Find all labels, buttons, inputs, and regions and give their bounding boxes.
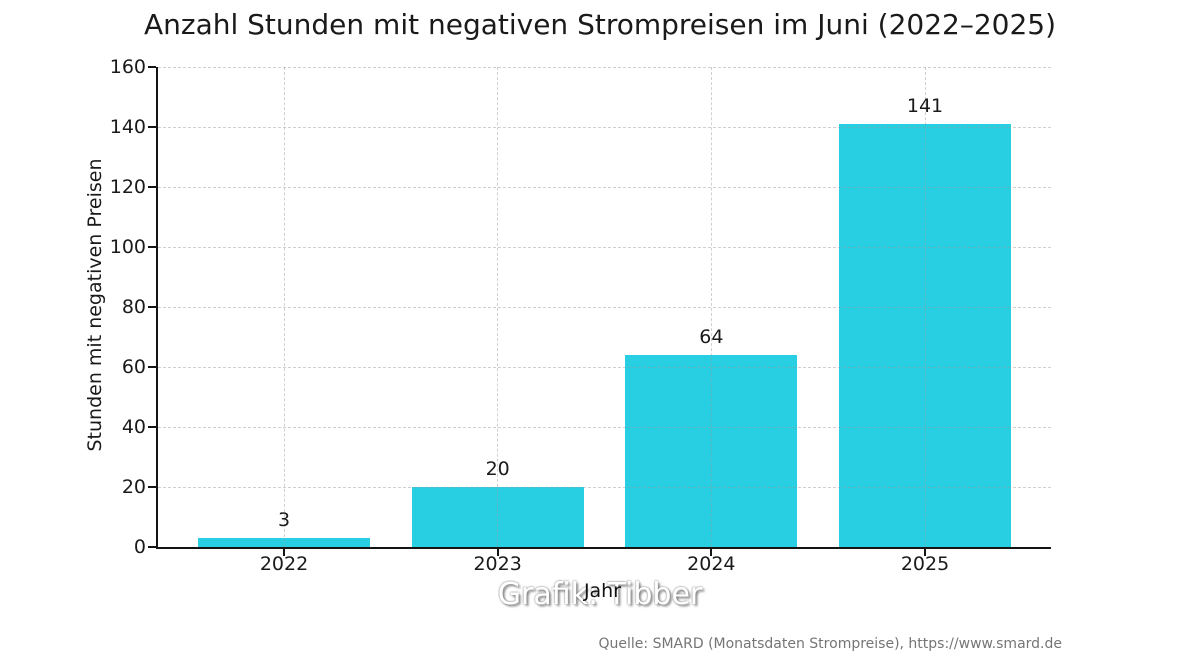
y-tick-mark [148,426,156,428]
watermark: Grafik: Tibber [497,577,703,612]
y-tick-label: 60 [121,356,146,378]
y-tick-label: 40 [121,416,146,438]
gridline-vertical [283,67,285,547]
x-tick-mark [496,549,499,556]
y-tick-label: 80 [121,296,146,318]
gridline-vertical [497,67,499,547]
gridline-vertical [924,67,926,547]
gridline-horizontal [158,66,1051,68]
gridline-horizontal [158,186,1051,188]
gridline-vertical [710,67,712,547]
y-tick-label: 0 [133,536,146,558]
y-tick-mark [148,486,156,488]
x-axis-label: Jahr [583,580,622,602]
gridline-horizontal [158,126,1051,128]
y-tick-mark [148,186,156,188]
y-tick-label: 140 [109,116,146,138]
x-tick-label: 2025 [900,553,950,575]
bar-value-label: 20 [485,458,510,480]
x-tick-mark [924,549,926,556]
x-tick-label: 2024 [687,553,736,575]
y-tick-label: 100 [109,236,146,258]
bar-value-label: 3 [277,509,291,531]
y-tick-label: 160 [109,56,146,78]
gridline-horizontal [158,486,1051,488]
bar [198,538,370,547]
y-tick-mark [148,366,156,368]
plot-area: 0 20 40 60 80 100 120 140 160 3 2022 20 2023 64 2024 14… [110,56,1051,575]
bar-value-label: 141 [906,95,944,117]
y-tick-mark [148,306,156,308]
x-tick-mark [710,549,713,556]
y-tick-label: 120 [109,176,146,198]
x-tick-label: 2023 [473,553,522,575]
y-tick-mark [148,126,156,128]
gridline-horizontal [158,366,1051,368]
gridline-horizontal [158,246,1051,248]
y-tick-mark [148,246,156,248]
bar [839,124,1011,547]
gridline-horizontal [158,426,1051,428]
bar [411,487,584,547]
y-tick-mark [148,66,156,68]
x-tick-label: 2022 [259,553,309,575]
bar [625,355,798,547]
y-tick-label: 20 [121,476,146,498]
gridline-horizontal [158,306,1051,308]
chart-title: Anzahl Stunden mit negativen Strompreise… [143,8,1057,41]
y-tick-mark [148,546,156,548]
bar-value-label: 64 [699,326,724,348]
source-credit: Quelle: SMARD (Monatsdaten Strompreise),… [598,636,1063,652]
x-tick-mark [283,549,285,556]
